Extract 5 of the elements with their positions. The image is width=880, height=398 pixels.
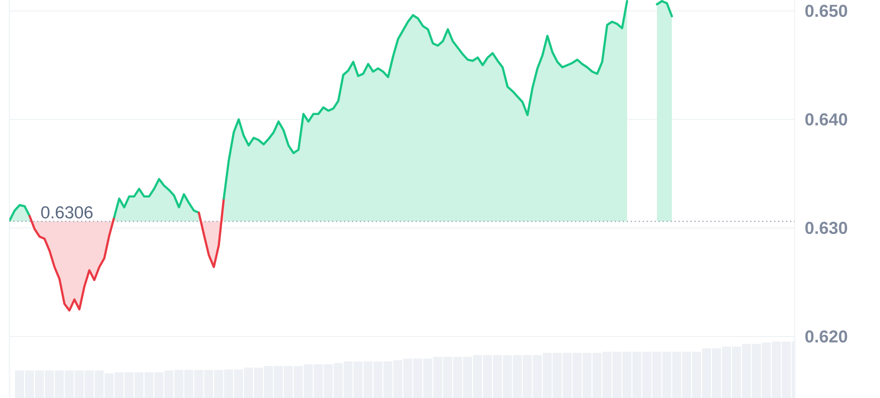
ref-line-label: 0.6306: [41, 206, 93, 218]
y-tick-label: 0.650: [805, 4, 848, 17]
y-tick-label: 0.640: [805, 113, 848, 126]
y-tick-label: 0.620: [805, 330, 848, 342]
y-tick-label: 0.630: [805, 222, 848, 234]
